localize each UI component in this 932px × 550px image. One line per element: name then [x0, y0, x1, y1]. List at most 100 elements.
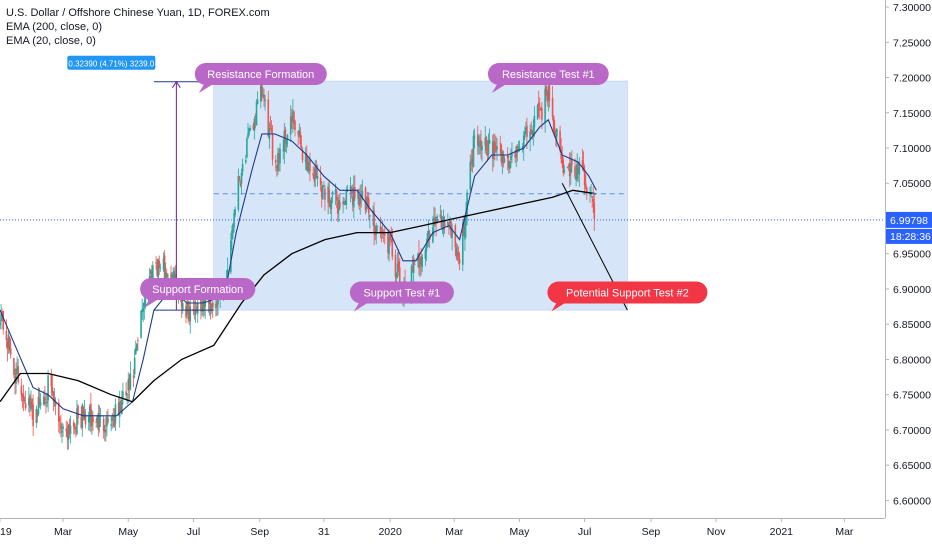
candle-body [35, 408, 38, 423]
candle-body [159, 267, 162, 269]
x-tick-label: Jul [187, 526, 200, 538]
candle-body [395, 272, 398, 279]
candle-body [320, 186, 323, 198]
candle-body [162, 257, 165, 271]
candle-body [485, 136, 488, 152]
candle-body [0, 322, 1, 326]
candle-body [590, 193, 592, 195]
candle-body [451, 228, 453, 238]
y-tick-label: 7.05000 [893, 178, 931, 190]
callout-pointer [144, 297, 161, 308]
candle-body [433, 217, 435, 227]
candle-body [264, 99, 266, 102]
candle-body [426, 233, 429, 242]
candle-body [126, 393, 128, 395]
candle-body [465, 212, 467, 226]
candle-body [0, 314, 2, 322]
candle-body [110, 424, 112, 426]
candle-body [563, 170, 566, 172]
candle-body [292, 111, 294, 122]
candle-body [500, 144, 503, 162]
y-tick-label: 7.10000 [893, 143, 931, 155]
candle-body [193, 312, 196, 314]
candle-body [481, 145, 483, 150]
candle-body [366, 197, 369, 200]
countdown-value: 18:28:36 [890, 231, 931, 243]
x-tick-label: Mar [445, 526, 464, 538]
candle-body [308, 162, 310, 165]
candle-body [581, 160, 584, 167]
candle-body [111, 417, 114, 421]
candle-body [226, 269, 229, 279]
candle-body [309, 160, 311, 172]
candle-body [158, 260, 161, 268]
candle-body [269, 125, 272, 127]
callout-label: Support Formation [152, 284, 243, 296]
candle-body [203, 289, 205, 311]
candle-body [50, 374, 53, 387]
candle-body [88, 406, 91, 420]
candle-body [517, 148, 520, 150]
x-tick-label: 2020 [378, 526, 402, 538]
candle-body [43, 396, 45, 405]
candle-body [259, 83, 262, 102]
callout-label: Resistance Test #1 [502, 69, 595, 81]
candle-body [188, 310, 190, 320]
candle-body [501, 151, 504, 163]
candle-body [240, 172, 243, 184]
callout-resistance-formation: Resistance Formation [194, 63, 327, 93]
candle-body [185, 306, 187, 317]
candle-body [167, 274, 169, 278]
candle-body [305, 156, 308, 171]
callout-label: Resistance Formation [207, 69, 314, 81]
candle-body [284, 129, 287, 142]
legend-ema20: EMA (20, close, 0) [6, 35, 96, 47]
candle-body [68, 423, 71, 434]
candle-body [388, 238, 390, 254]
ema-20-line [0, 118, 597, 417]
candle-body [262, 94, 264, 97]
candle-body [253, 118, 256, 131]
candle-body [261, 81, 263, 96]
candle-body [380, 230, 383, 233]
x-tick-label: 2021 [770, 526, 794, 538]
candle-body [315, 165, 318, 179]
candle-body [16, 368, 18, 372]
candle-body [52, 391, 55, 401]
candle-body [499, 143, 502, 145]
candle-body [91, 414, 93, 426]
candle-body [278, 153, 280, 160]
measure-label: 0.32390 (4.71%) 3239.0 [68, 59, 154, 68]
candle-body [95, 421, 97, 423]
candle-body [554, 135, 557, 138]
candle-body [209, 296, 212, 310]
candle-body [503, 158, 506, 163]
candle-body [144, 299, 147, 306]
candle-body [189, 306, 192, 322]
candle-body [589, 193, 591, 195]
candle-body [36, 411, 39, 417]
candle-body [82, 406, 85, 418]
candle-body [2, 311, 5, 330]
candle-body [411, 266, 414, 272]
candle-body [476, 134, 479, 146]
candle-body [478, 145, 480, 147]
candle-body [391, 239, 394, 257]
candle-body [231, 230, 233, 240]
candle-body [463, 219, 465, 237]
candle-body [546, 99, 549, 102]
candle-body [334, 189, 337, 194]
candle-body [442, 216, 445, 231]
candle-body [447, 221, 449, 225]
candle-body [187, 301, 189, 313]
candle-body [270, 127, 273, 133]
candle-body [267, 99, 270, 137]
callout-bubble [194, 63, 327, 85]
ema-lines [0, 118, 597, 417]
candle-body [127, 379, 130, 391]
callout-bubble [349, 281, 454, 304]
callout-bubble [487, 63, 609, 85]
candle-body [419, 257, 421, 267]
candle-body [72, 422, 75, 427]
